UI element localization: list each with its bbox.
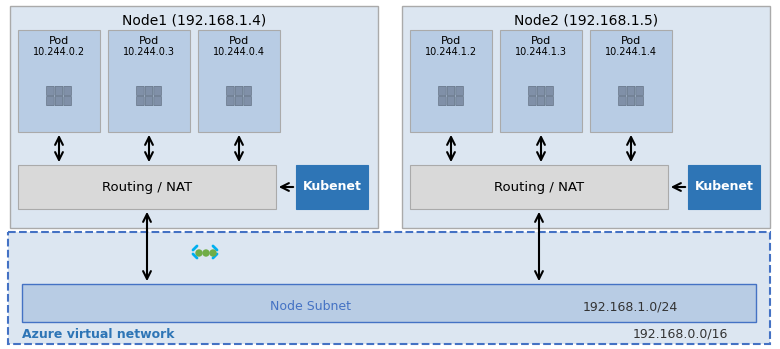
FancyBboxPatch shape <box>529 86 536 96</box>
Text: Pod: Pod <box>621 36 641 46</box>
Bar <box>410 165 668 209</box>
FancyBboxPatch shape <box>236 86 243 96</box>
FancyBboxPatch shape <box>64 96 72 106</box>
Text: Routing / NAT: Routing / NAT <box>102 180 192 193</box>
FancyBboxPatch shape <box>529 96 536 106</box>
Text: 10.244.0.4: 10.244.0.4 <box>213 47 265 57</box>
FancyBboxPatch shape <box>47 86 54 96</box>
Bar <box>410 30 492 132</box>
Text: Azure virtual network: Azure virtual network <box>22 327 175 341</box>
Text: Node Subnet: Node Subnet <box>270 300 350 313</box>
Circle shape <box>210 250 216 256</box>
Text: Pod: Pod <box>441 36 461 46</box>
FancyBboxPatch shape <box>456 86 463 96</box>
FancyBboxPatch shape <box>537 86 544 96</box>
FancyBboxPatch shape <box>438 86 446 96</box>
Bar <box>18 30 100 132</box>
Bar <box>18 165 276 209</box>
Text: 10.244.0.3: 10.244.0.3 <box>123 47 175 57</box>
FancyBboxPatch shape <box>55 96 63 106</box>
FancyBboxPatch shape <box>145 86 153 96</box>
Bar <box>8 232 770 344</box>
FancyBboxPatch shape <box>546 86 554 96</box>
Text: 10.244.1.4: 10.244.1.4 <box>605 47 657 57</box>
Bar <box>296 165 368 209</box>
Bar <box>108 30 190 132</box>
FancyBboxPatch shape <box>226 96 234 106</box>
Bar <box>22 284 756 322</box>
FancyBboxPatch shape <box>236 96 243 106</box>
Circle shape <box>203 250 209 256</box>
FancyBboxPatch shape <box>636 96 643 106</box>
Text: 192.168.0.0/16: 192.168.0.0/16 <box>633 327 728 341</box>
Text: Kubenet: Kubenet <box>303 180 361 193</box>
Bar <box>198 30 280 132</box>
FancyBboxPatch shape <box>619 86 626 96</box>
Text: Pod: Pod <box>229 36 249 46</box>
Text: Pod: Pod <box>531 36 551 46</box>
Bar <box>688 165 760 209</box>
FancyBboxPatch shape <box>456 96 463 106</box>
FancyBboxPatch shape <box>64 86 72 96</box>
FancyBboxPatch shape <box>226 86 234 96</box>
FancyBboxPatch shape <box>154 86 161 96</box>
Text: Pod: Pod <box>49 36 69 46</box>
Text: 10.244.0.2: 10.244.0.2 <box>33 47 85 57</box>
FancyBboxPatch shape <box>447 96 455 106</box>
Bar <box>402 6 770 228</box>
Text: 10.244.1.3: 10.244.1.3 <box>515 47 567 57</box>
FancyBboxPatch shape <box>537 96 544 106</box>
Text: 192.168.1.0/24: 192.168.1.0/24 <box>583 300 678 313</box>
Text: Node1 (192.168.1.4): Node1 (192.168.1.4) <box>122 13 266 27</box>
FancyBboxPatch shape <box>447 86 455 96</box>
Bar <box>10 6 378 228</box>
FancyBboxPatch shape <box>244 86 251 96</box>
Text: Node2 (192.168.1.5): Node2 (192.168.1.5) <box>514 13 658 27</box>
Text: Pod: Pod <box>139 36 159 46</box>
FancyBboxPatch shape <box>546 96 554 106</box>
FancyBboxPatch shape <box>244 96 251 106</box>
FancyBboxPatch shape <box>154 96 161 106</box>
Text: Routing / NAT: Routing / NAT <box>494 180 584 193</box>
Text: Kubenet: Kubenet <box>694 180 753 193</box>
FancyBboxPatch shape <box>145 96 153 106</box>
FancyBboxPatch shape <box>136 86 144 96</box>
Bar <box>590 30 672 132</box>
FancyBboxPatch shape <box>636 86 643 96</box>
FancyBboxPatch shape <box>47 96 54 106</box>
Circle shape <box>196 250 202 256</box>
FancyBboxPatch shape <box>619 96 626 106</box>
FancyBboxPatch shape <box>55 86 63 96</box>
FancyBboxPatch shape <box>136 96 144 106</box>
Text: 10.244.1.2: 10.244.1.2 <box>425 47 477 57</box>
FancyBboxPatch shape <box>438 96 446 106</box>
FancyBboxPatch shape <box>627 86 635 96</box>
Bar <box>500 30 582 132</box>
FancyBboxPatch shape <box>627 96 635 106</box>
